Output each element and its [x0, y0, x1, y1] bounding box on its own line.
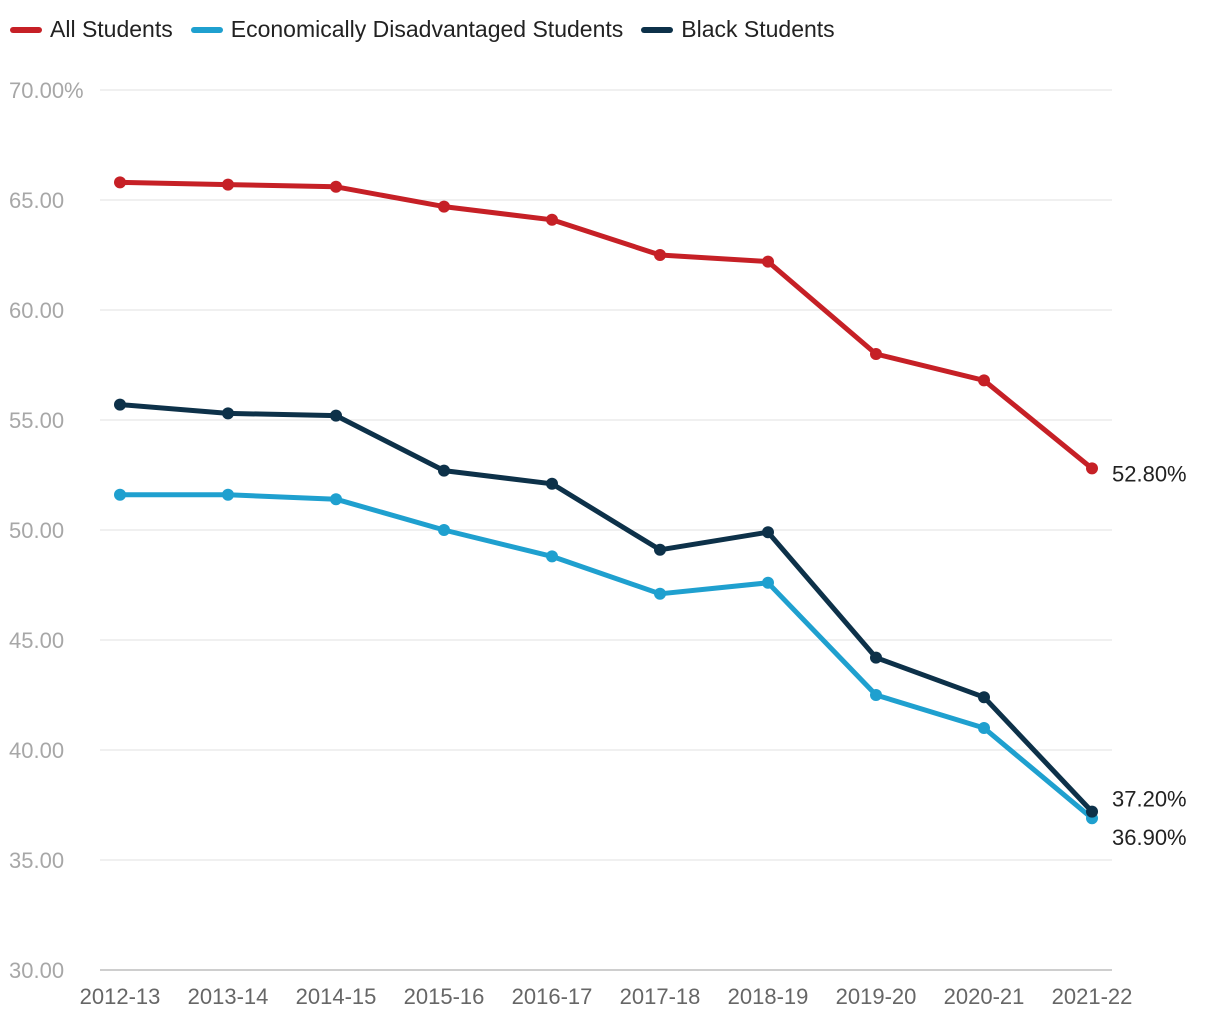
y-tick-label: 60.00 [9, 298, 64, 323]
y-tick-label: 30.00 [9, 958, 64, 983]
y-tick-label: 35.00 [9, 848, 64, 873]
legend-label-all-students: All Students [50, 16, 173, 42]
y-tick-label: 50.00 [9, 518, 64, 543]
legend-item-black-students: Black Students [641, 16, 835, 43]
y-axis: 30.00 35.00 40.00 45.00 50.00 55.00 60.00 65.00… [9, 78, 84, 983]
legend-swatch-black-students [641, 26, 674, 33]
data-point [330, 493, 342, 506]
series-lines [114, 176, 1098, 825]
x-tick-label: 2020-21 [944, 984, 1025, 1009]
x-tick-label: 2019-20 [836, 984, 917, 1009]
data-point [546, 213, 558, 226]
data-point [654, 543, 666, 556]
data-point [114, 488, 126, 501]
data-point [114, 176, 126, 189]
end-value-label: 52.80% [1112, 461, 1187, 486]
series-line-0 [117, 179, 1095, 471]
data-point [438, 200, 450, 213]
y-tick-label: 65.00 [9, 188, 64, 213]
series-line-2 [117, 402, 1095, 815]
data-point [978, 691, 990, 704]
data-point [870, 689, 882, 701]
y-tick-label: 55.00 [9, 408, 64, 433]
chart-legend: All Students Economically Disadvantaged … [10, 16, 853, 43]
y-tick-label: 70.00% [9, 78, 84, 103]
data-point [222, 178, 234, 191]
data-point [438, 464, 450, 477]
data-point [330, 409, 342, 422]
data-point [870, 348, 882, 360]
data-point [222, 488, 234, 501]
data-point [654, 249, 666, 261]
grid-lines [100, 89, 1112, 971]
x-axis: 2012-13 2013-14 2014-15 2015-16 2016-17 2017-… [80, 984, 1133, 1009]
x-tick-label: 2015-16 [404, 984, 485, 1009]
data-point [1086, 462, 1098, 475]
legend-label-econ-disadvantaged: Economically Disadvantaged Students [230, 16, 624, 42]
data-point [546, 550, 558, 563]
data-point [654, 587, 666, 600]
legend-swatch-econ-disadvantaged [190, 26, 223, 33]
y-tick-label: 40.00 [9, 738, 64, 763]
series-line-1 [117, 492, 1095, 821]
x-tick-label: 2021-22 [1052, 984, 1133, 1009]
y-tick-label: 45.00 [9, 628, 64, 653]
data-point [114, 398, 126, 411]
data-point [762, 526, 774, 539]
data-point [870, 651, 882, 664]
x-tick-label: 2018-19 [728, 984, 809, 1009]
legend-label-black-students: Black Students [681, 16, 835, 42]
data-point [978, 374, 990, 387]
data-point [222, 407, 234, 420]
x-tick-label: 2014-15 [296, 984, 377, 1009]
legend-item-econ-disadvantaged: Economically Disadvantaged Students [190, 16, 624, 43]
data-point [762, 576, 774, 589]
end-value-label: 36.90% [1112, 825, 1187, 850]
data-point [546, 477, 558, 490]
data-point [1086, 805, 1098, 818]
x-tick-label: 2017-18 [620, 984, 701, 1009]
data-point [438, 524, 450, 536]
end-value-label: 37.20% [1112, 787, 1187, 812]
legend-swatch-all-students [10, 26, 42, 33]
data-point [762, 255, 774, 268]
legend-item-all-students: All Students [10, 16, 173, 43]
x-tick-label: 2013-14 [188, 984, 269, 1009]
data-point [330, 180, 342, 193]
data-point [978, 722, 990, 734]
x-tick-label: 2016-17 [512, 984, 593, 1009]
end-labels: 52.80% 36.90% 37.20% [1112, 461, 1187, 850]
x-tick-label: 2012-13 [80, 984, 161, 1009]
